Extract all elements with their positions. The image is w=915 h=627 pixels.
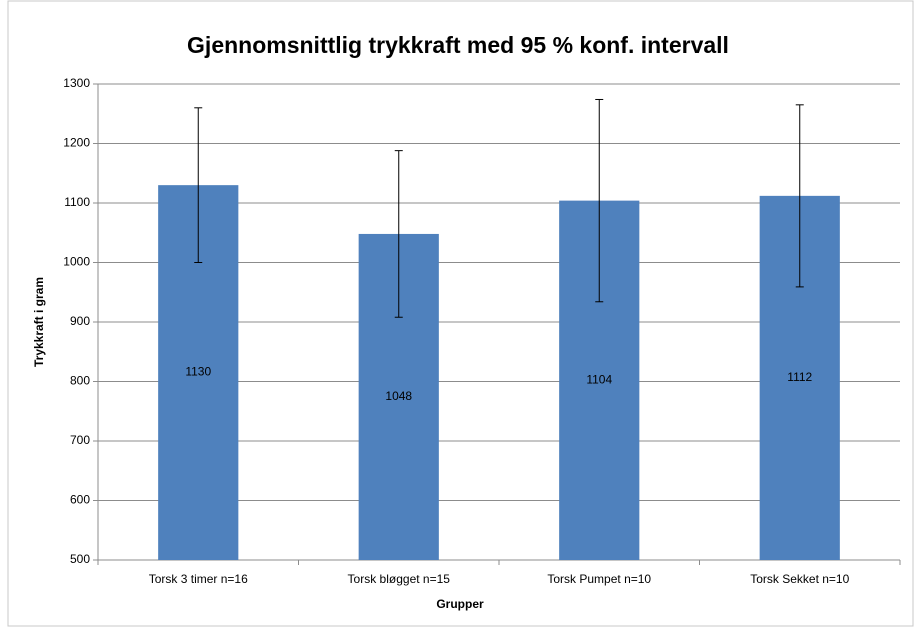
y-tick-label: 600 xyxy=(70,493,90,507)
y-tick-label: 900 xyxy=(70,314,90,328)
x-tick-label: Torsk bløgget n=15 xyxy=(348,572,451,586)
y-tick-label: 700 xyxy=(70,433,90,447)
y-tick-label: 1300 xyxy=(63,76,90,90)
data-label: 1112 xyxy=(787,370,812,384)
x-axis-title: Grupper xyxy=(436,597,484,611)
y-tick-label: 1100 xyxy=(64,195,90,209)
data-label: 1130 xyxy=(185,365,211,379)
chart-title: Gjennomsnittlig trykkraft med 95 % konf.… xyxy=(187,32,729,58)
y-tick-label: 500 xyxy=(70,552,90,566)
y-tick-label: 1000 xyxy=(63,255,90,269)
x-tick-label: Torsk Pumpet n=10 xyxy=(547,572,651,586)
y-axis-title: Trykkraft i gram xyxy=(32,277,46,367)
x-tick-label: Torsk 3 timer n=16 xyxy=(149,572,248,586)
data-label: 1048 xyxy=(385,389,412,403)
x-tick-label: Torsk Sekket n=10 xyxy=(750,572,849,586)
y-tick-label: 1200 xyxy=(63,136,90,150)
data-label: 1104 xyxy=(586,372,612,386)
y-tick-label: 800 xyxy=(70,374,90,388)
